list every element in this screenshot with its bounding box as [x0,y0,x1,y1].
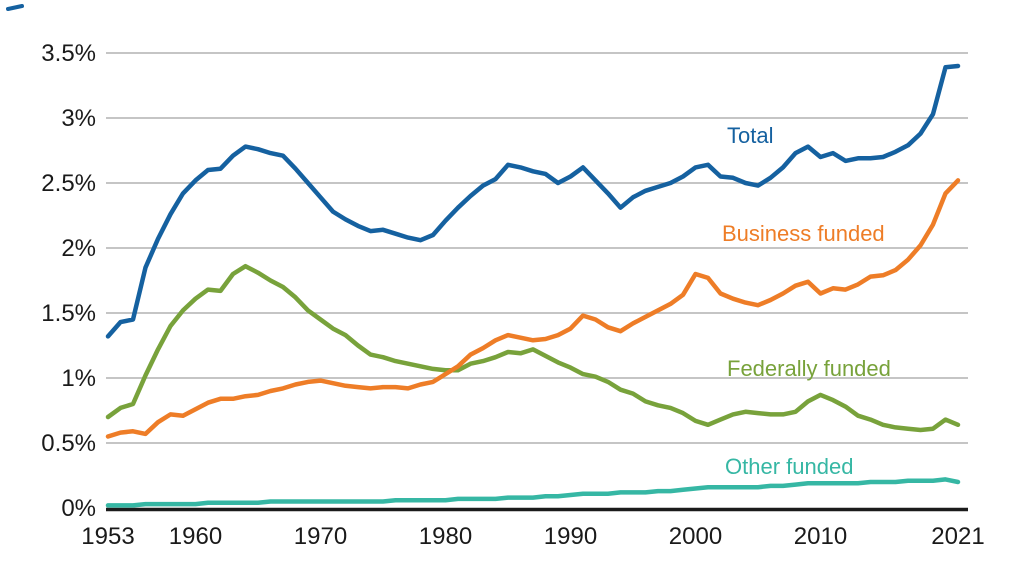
series-inline-labels: Total Business funded Federally funded Othe… [722,123,891,479]
x-tick-label: 2010 [794,523,847,550]
y-tick-label: 0.5% [41,430,96,457]
y-tick-label: 3% [61,105,96,132]
y-tick-label: 1% [61,365,96,392]
y-tick-label: 2% [61,235,96,262]
series-label-business-funded: Business funded [722,221,885,246]
y-axis-tick-labels: 0% 0.5% 1% 1.5% 2% 2.5% 3% 3.5% [41,40,96,522]
cropped-artifact-mark [6,4,24,11]
x-tick-label: 1960 [169,523,222,550]
x-tick-label: 2000 [669,523,722,550]
series-line-other-funded [105,477,961,508]
series-label-total: Total [727,123,773,148]
series-label-other-funded: Other funded [725,454,853,479]
x-tick-label: 1970 [294,523,347,550]
artifact-dash [6,4,24,11]
gridlines [106,52,968,444]
y-tick-label: 3.5% [41,40,96,67]
series-line-business-funded [105,178,961,439]
y-tick-label: 0% [61,495,96,522]
x-tick-label: 1953 [81,523,134,550]
series-line-federally-funded [105,263,961,433]
series-lines [105,63,961,508]
series-label-federally-funded: Federally funded [727,356,891,381]
x-tick-label: 1990 [544,523,597,550]
series-line-total [105,63,961,339]
y-tick-label: 1.5% [41,300,96,327]
x-axis-tick-labels: 1953 1960 1970 1980 1990 2000 2010 2021 [81,523,984,550]
y-tick-label: 2.5% [41,170,96,197]
x-tick-label: 1980 [419,523,472,550]
x-tick-label: 2021 [931,523,984,550]
